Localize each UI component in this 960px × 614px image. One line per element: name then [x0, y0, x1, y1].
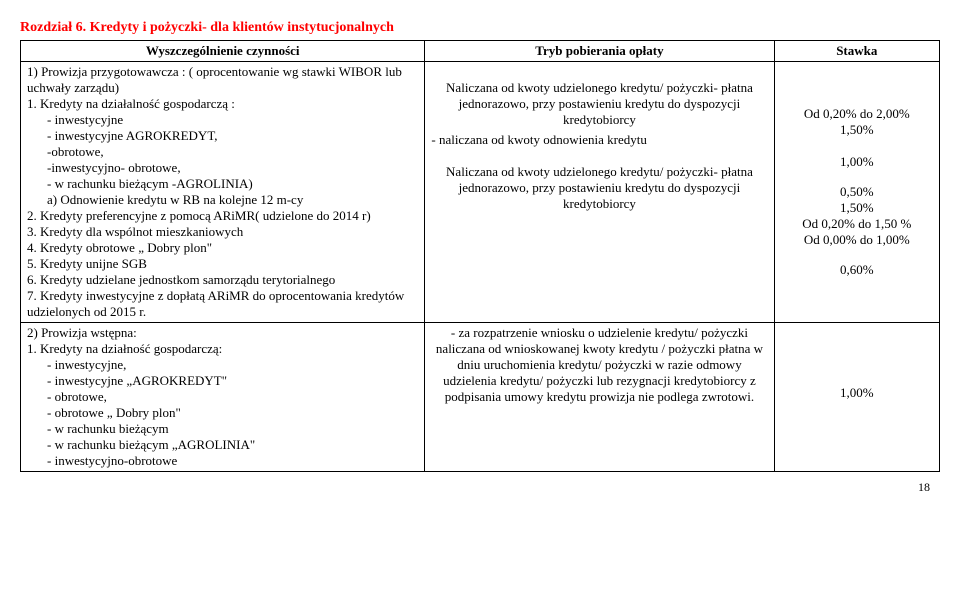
- list-item: - w rachunku bieżącym -AGROLINIA): [47, 176, 418, 192]
- list-item: - inwestycyjne „AGROKREDYT": [47, 373, 418, 389]
- rate-value: 0,50%: [781, 184, 933, 200]
- row1-mode-p2: - naliczana od kwoty odnowienia kredytu: [431, 132, 767, 148]
- row1-lead: 1) Prowizja przygotowawcza : ( oprocento…: [27, 64, 418, 96]
- list-item: - w rachunku bieżącym: [47, 421, 418, 437]
- header-col2: Tryb pobierania opłaty: [425, 41, 774, 62]
- table-header-row: Wyszczególnienie czynności Tryb pobieran…: [21, 41, 940, 62]
- list-item: - obrotowe,: [47, 389, 418, 405]
- row2-mode-p1: - za rozpatrzenie wniosku o udzielenie k…: [431, 325, 767, 405]
- row1-item2: 2. Kredyty preferencyjne z pomocą ARiMR(…: [27, 208, 418, 224]
- rate-value: Od 0,20% do 1,50 %: [781, 216, 933, 232]
- list-item: - inwestycyjno-obrotowe: [47, 453, 418, 469]
- row1-activities: 1) Prowizja przygotowawcza : ( oprocento…: [21, 62, 425, 323]
- rate-value: 1,50%: [781, 200, 933, 216]
- row1-item5: 5. Kredyty unijne SGB: [27, 256, 418, 272]
- list-item: - inwestycyjne AGROKREDYT,: [47, 128, 418, 144]
- rate-value: 1,50%: [781, 122, 933, 138]
- row2-lead: 2) Prowizja wstępna:: [27, 325, 418, 341]
- chapter-title: Rozdział 6. Kredyty i pożyczki- dla klie…: [20, 20, 940, 36]
- row2-rates: 1,00%: [774, 323, 939, 472]
- row1-item4: 4. Kredyty obrotowe „ Dobry plon": [27, 240, 418, 256]
- row1-rates: Od 0,20% do 2,00% 1,50% 1,00% 0,50% 1,50…: [774, 62, 939, 323]
- header-col3: Stawka: [774, 41, 939, 62]
- page-number: 18: [20, 480, 940, 495]
- row1-mode: Naliczana od kwoty udzielonego kredytu/ …: [425, 62, 774, 323]
- row1-item6: 6. Kredyty udzielane jednostkom samorząd…: [27, 272, 418, 288]
- list-item: - w rachunku bieżącym „AGROLINIA": [47, 437, 418, 453]
- list-item: -inwestycyjno- obrotowe,: [47, 160, 418, 176]
- rate-value: 0,60%: [781, 262, 933, 278]
- list-item: a) Odnowienie kredytu w RB na kolejne 12…: [47, 192, 418, 208]
- row2-item1-head: 1. Kredyty na działność gospodarczą:: [27, 341, 418, 357]
- table-row: 1) Prowizja przygotowawcza : ( oprocento…: [21, 62, 940, 323]
- fees-table: Wyszczególnienie czynności Tryb pobieran…: [20, 40, 940, 472]
- list-item: - inwestycyjne,: [47, 357, 418, 373]
- rate-value: 1,00%: [781, 385, 933, 401]
- row1-item7: 7. Kredyty inwestycyjne z dopłatą ARiMR …: [27, 288, 418, 320]
- list-item: -obrotowe,: [47, 144, 418, 160]
- list-item: - inwestycyjne: [47, 112, 418, 128]
- list-item: - obrotowe „ Dobry plon": [47, 405, 418, 421]
- row1-item3: 3. Kredyty dla wspólnot mieszkaniowych: [27, 224, 418, 240]
- rate-value: Od 0,00% do 1,00%: [781, 232, 933, 248]
- rate-value: 1,00%: [781, 154, 933, 170]
- table-row: 2) Prowizja wstępna: 1. Kredyty na dział…: [21, 323, 940, 472]
- row2-mode: - za rozpatrzenie wniosku o udzielenie k…: [425, 323, 774, 472]
- header-col1: Wyszczególnienie czynności: [21, 41, 425, 62]
- row2-activities: 2) Prowizja wstępna: 1. Kredyty na dział…: [21, 323, 425, 472]
- row1-mode-p1: Naliczana od kwoty udzielonego kredytu/ …: [431, 80, 767, 128]
- row1-mode-p3: Naliczana od kwoty udzielonego kredytu/ …: [431, 164, 767, 212]
- rate-value: Od 0,20% do 2,00%: [781, 106, 933, 122]
- row1-item1-head: 1. Kredyty na działalność gospodarczą :: [27, 96, 418, 112]
